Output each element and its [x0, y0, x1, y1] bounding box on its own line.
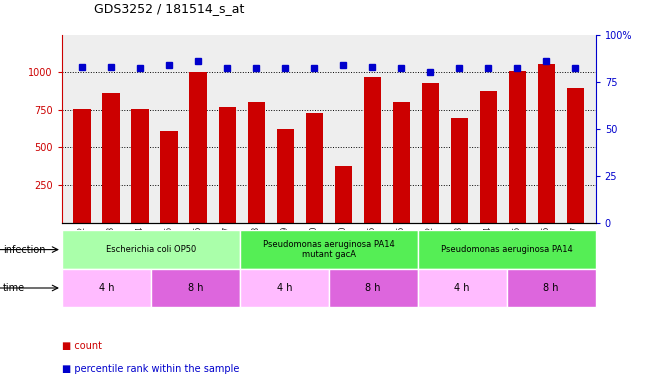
Bar	[305, 113, 323, 223]
Bar	[566, 88, 584, 223]
Text: 8 h: 8 h	[187, 283, 203, 293]
Bar	[62, 230, 240, 269]
Bar	[393, 101, 410, 223]
Text: 4 h: 4 h	[98, 283, 114, 293]
Text: infection: infection	[3, 245, 46, 255]
Bar	[189, 72, 207, 223]
Bar	[329, 269, 418, 307]
Bar	[62, 269, 151, 307]
Text: GDS3252 / 181514_s_at: GDS3252 / 181514_s_at	[94, 2, 245, 15]
Bar	[161, 131, 178, 223]
Text: 8 h: 8 h	[544, 283, 559, 293]
Text: 4 h: 4 h	[454, 283, 470, 293]
Bar	[277, 129, 294, 223]
Bar	[240, 230, 418, 269]
Bar	[506, 269, 596, 307]
Text: Pseudomonas aeruginosa PA14: Pseudomonas aeruginosa PA14	[441, 245, 573, 254]
Bar	[102, 93, 120, 223]
Bar	[247, 102, 265, 223]
Text: 4 h: 4 h	[277, 283, 292, 293]
Bar	[480, 91, 497, 223]
Text: 8 h: 8 h	[365, 283, 381, 293]
Bar	[363, 77, 381, 223]
Bar	[132, 109, 149, 223]
Bar	[418, 230, 596, 269]
Bar	[74, 109, 91, 223]
Bar	[508, 71, 526, 223]
Text: time: time	[3, 283, 25, 293]
Bar	[240, 269, 329, 307]
Bar	[335, 166, 352, 223]
Bar	[418, 269, 506, 307]
Bar	[422, 83, 439, 223]
Text: ■ percentile rank within the sample: ■ percentile rank within the sample	[62, 364, 239, 374]
Text: ■ count: ■ count	[62, 341, 102, 351]
Bar	[538, 64, 555, 223]
Text: Escherichia coli OP50: Escherichia coli OP50	[105, 245, 196, 254]
Bar	[219, 107, 236, 223]
Text: Pseudomonas aeruginosa PA14
mutant gacA: Pseudomonas aeruginosa PA14 mutant gacA	[263, 240, 395, 259]
Bar	[450, 118, 468, 223]
Bar	[151, 269, 240, 307]
